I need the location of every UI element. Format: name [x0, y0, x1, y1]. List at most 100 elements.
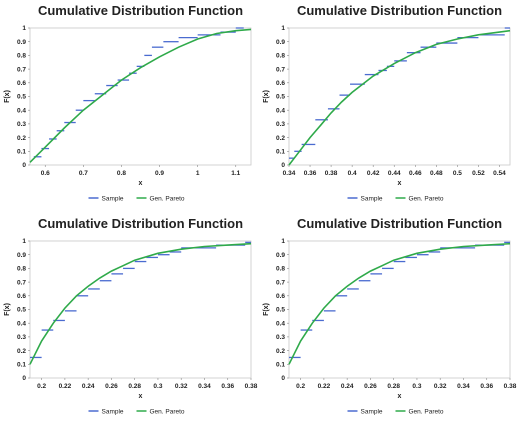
x-tick-label: 0.4: [348, 170, 357, 177]
x-tick-label: 0.34: [283, 170, 296, 177]
x-tick-label: 0.3: [153, 383, 162, 390]
x-tick-label: 0.36: [480, 383, 493, 390]
chart-title: Cumulative Distribution Function: [297, 3, 502, 18]
y-tick-label: 0.8: [276, 53, 285, 60]
y-tick-label: 0.2: [276, 348, 285, 355]
y-tick-label: 0.7: [17, 279, 26, 286]
x-tick-label: 1.1: [231, 170, 240, 177]
x-tick-label: 0.36: [304, 170, 317, 177]
y-tick-label: 0.3: [17, 334, 26, 341]
y-tick-label: 0.6: [276, 293, 285, 300]
y-tick-label: 0.4: [276, 320, 285, 327]
x-tick-label: 0.22: [318, 383, 331, 390]
x-tick-label: 0.52: [472, 170, 485, 177]
x-tick-label: 0.24: [82, 383, 95, 390]
y-axis-label: F(x): [4, 90, 11, 103]
chart-title: Cumulative Distribution Function: [38, 216, 243, 231]
x-tick-label: 0.28: [387, 383, 400, 390]
legend-label-sample: Sample: [361, 408, 383, 415]
y-axis-label: F(x): [263, 90, 270, 103]
x-tick-label: 0.7: [79, 170, 88, 177]
x-tick-label: 0.26: [105, 383, 118, 390]
y-tick-label: 0.2: [17, 348, 26, 355]
gen-pareto-curve: [29, 242, 252, 365]
x-tick-label: 0.44: [388, 170, 401, 177]
x-tick-label: 1: [196, 170, 200, 177]
y-tick-label: 0.5: [276, 307, 285, 314]
chart-svg: Cumulative Distribution Function 0 0.1 0.2 0…: [263, 216, 517, 415]
y-tick-label: 0.9: [17, 252, 26, 259]
x-tick-label: 0.3: [412, 383, 421, 390]
chart-title: Cumulative Distribution Function: [297, 216, 502, 231]
y-tick-label: 0.6: [17, 80, 26, 87]
y-tick-label: 0.8: [17, 266, 26, 273]
y-tick-label: 0.3: [276, 334, 285, 341]
x-tick-label: 0.46: [409, 170, 422, 177]
y-tick-label: 1: [22, 238, 26, 245]
cdf-chart-bottom-left: Cumulative Distribution Function 0 0.1 0.2 0…: [0, 213, 259, 426]
x-tick-label: 0.9: [155, 170, 164, 177]
x-tick-label: 0.26: [364, 383, 377, 390]
x-axis-label: x: [139, 180, 143, 187]
y-tick-label: 0.8: [17, 53, 26, 60]
y-tick-label: 1: [281, 238, 285, 245]
x-tick-label: 0.2: [296, 383, 305, 390]
x-axis-label: x: [139, 393, 143, 400]
gen-pareto-curve: [288, 29, 511, 166]
y-tick-label: 0.7: [276, 279, 285, 286]
x-tick-label: 0.42: [367, 170, 380, 177]
y-tick-label: 0.5: [276, 94, 285, 101]
chart-title: Cumulative Distribution Function: [38, 3, 243, 18]
x-axis-label: x: [398, 393, 402, 400]
chart-svg: Cumulative Distribution Function 0 0.1 0.2 0…: [4, 216, 258, 415]
y-tick-label: 0.3: [17, 121, 26, 128]
y-tick-label: 0.9: [276, 252, 285, 259]
y-tick-label: 0.4: [17, 320, 26, 327]
x-tick-label: 0.34: [457, 383, 470, 390]
legend-label-gen-pareto: Gen. Pareto: [409, 408, 444, 415]
x-tick-label: 0.38: [504, 383, 517, 390]
cdf-chart-bottom-right: Cumulative Distribution Function 0 0.1 0.2 0…: [259, 213, 518, 426]
x-tick-label: 0.38: [325, 170, 338, 177]
x-tick-label: 0.8: [117, 170, 126, 177]
legend-label-gen-pareto: Gen. Pareto: [150, 195, 185, 202]
x-tick-label: 0.28: [128, 383, 141, 390]
x-tick-label: 0.32: [175, 383, 188, 390]
y-tick-label: 0.6: [17, 293, 26, 300]
x-tick-label: 0.36: [221, 383, 234, 390]
y-tick-label: 0.2: [276, 135, 285, 142]
cdf-chart-top-left: Cumulative Distribution Function 0 0.1 0.2 0…: [0, 0, 259, 213]
y-tick-label: 0.4: [276, 107, 285, 114]
x-tick-label: 0.38: [245, 383, 258, 390]
legend-label-sample: Sample: [361, 195, 383, 202]
y-tick-label: 0.1: [17, 362, 26, 369]
y-tick-label: 0.5: [17, 307, 26, 314]
y-tick-label: 0.4: [17, 107, 26, 114]
chart-svg: Cumulative Distribution Function 0 0.1 0.2 0…: [263, 3, 511, 202]
y-tick-label: 0.2: [17, 135, 26, 142]
y-tick-label: 0: [22, 162, 26, 169]
y-tick-label: 0: [22, 375, 26, 382]
x-tick-label: 0.5: [453, 170, 462, 177]
y-tick-label: 1: [22, 25, 26, 32]
y-tick-label: 0.9: [276, 39, 285, 46]
y-tick-label: 0.8: [276, 266, 285, 273]
cdf-chart-top-right: Cumulative Distribution Function 0 0.1 0.2 0…: [259, 0, 518, 213]
x-tick-label: 0.48: [430, 170, 443, 177]
x-tick-label: 0.24: [341, 383, 354, 390]
gen-pareto-curve: [288, 242, 511, 365]
y-tick-label: 0.1: [276, 149, 285, 156]
y-tick-label: 0: [281, 375, 285, 382]
x-tick-label: 0.34: [198, 383, 211, 390]
x-axis-label: x: [398, 180, 402, 187]
legend-label-sample: Sample: [102, 408, 124, 415]
y-tick-label: 0.9: [17, 39, 26, 46]
legend-label-gen-pareto: Gen. Pareto: [409, 195, 444, 202]
y-tick-label: 1: [281, 25, 285, 32]
plot-frame: [288, 27, 511, 166]
y-tick-label: 0.1: [17, 149, 26, 156]
y-tick-label: 0.1: [276, 362, 285, 369]
y-axis-label: F(x): [263, 303, 270, 316]
x-tick-label: 0.54: [493, 170, 506, 177]
y-tick-label: 0: [281, 162, 285, 169]
